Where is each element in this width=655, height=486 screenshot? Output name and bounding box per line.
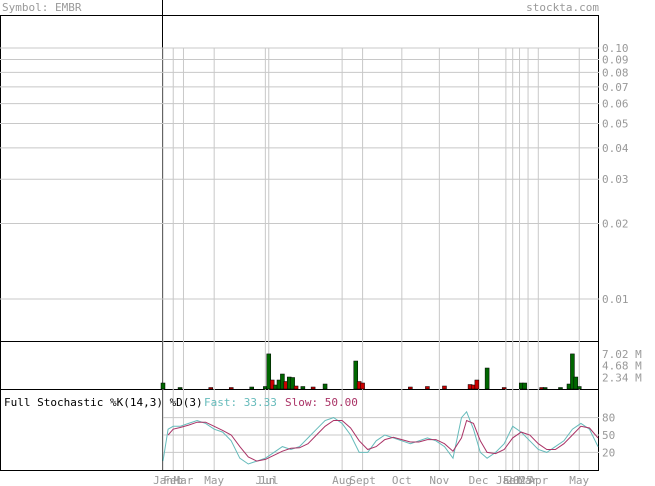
volume-bar <box>300 386 306 390</box>
volume-bar <box>208 387 214 390</box>
volume-axis: 7.02 M4.68 M2.34 M <box>602 348 642 384</box>
volume-bar <box>293 385 299 390</box>
price-tick-label: 0.05 <box>602 118 629 131</box>
volume-bar <box>310 386 316 390</box>
price-tick-label: 0.10 <box>602 42 629 55</box>
grid-lines <box>0 47 599 470</box>
stoch-tick-label: 20 <box>602 446 615 459</box>
price-tick-label: 0.08 <box>602 66 629 79</box>
volume-bar <box>360 382 365 390</box>
stochastic-title: Full Stochastic %K(14,3) %D(3) <box>4 396 203 409</box>
stochastic-fast-label: Fast: 33.33 <box>204 396 277 409</box>
volume-bar <box>160 382 166 390</box>
volume-tick-label: 7.02 M <box>602 348 642 361</box>
x-tick-label: Jun <box>255 474 275 486</box>
stoch-tick-label: 50 <box>602 429 615 442</box>
x-tick-label: Sept <box>349 474 376 486</box>
volume-bar <box>425 386 430 390</box>
volume-bar <box>266 353 272 390</box>
symbol-label: Symbol: EMBR <box>2 1 82 14</box>
x-tick-label: Feb <box>163 474 183 486</box>
price-tick-label: 0.02 <box>602 217 629 230</box>
chart-frame <box>0 15 599 471</box>
x-tick-label: Jan <box>153 474 173 486</box>
volume-bar <box>290 377 295 390</box>
x-tick-label: Dec <box>469 474 489 486</box>
volume-bar <box>408 386 413 390</box>
volume-bar <box>177 387 183 390</box>
x-tick-label: Jan <box>496 474 516 486</box>
volume-tick-label: 4.68 M <box>602 360 642 373</box>
volume-bar <box>576 386 582 390</box>
stochastic-lines <box>162 410 599 465</box>
volume-bar <box>228 387 234 390</box>
volume-bar <box>522 382 527 390</box>
price-tick-label: 0.04 <box>602 142 629 155</box>
x-tick-label: 2025 <box>506 474 533 486</box>
x-tick-label: Jul <box>259 474 279 486</box>
price-axis: 0.100.090.08 0.07 0.06 0.05 0.04 0.03 0.02 0.01 <box>602 42 629 306</box>
x-tick-label: Feb <box>503 474 523 486</box>
volume-bar <box>573 376 579 390</box>
volume-bar <box>269 379 275 390</box>
price-tick-label: 0.01 <box>602 293 629 306</box>
stoch-fast-line <box>162 410 599 465</box>
volume-bar <box>353 360 359 390</box>
price-tick-label: 0.07 <box>602 81 629 94</box>
volume-bar <box>249 386 254 390</box>
stochastic-slow-label: Slow: 50.00 <box>285 396 358 409</box>
volume-bars <box>160 353 582 390</box>
x-tick-label: Mar <box>174 474 194 486</box>
volume-bar <box>442 385 447 390</box>
x-tick-label: Nov <box>429 474 449 486</box>
price-tick-label: 0.03 <box>602 173 629 186</box>
stoch-slow-line <box>167 419 599 462</box>
volume-bar <box>501 387 507 390</box>
x-tick-label: May <box>569 474 589 486</box>
volume-bar <box>484 367 490 390</box>
volume-bar <box>570 353 575 390</box>
price-tick-label: 0.09 <box>602 53 629 66</box>
volume-bar <box>558 387 563 390</box>
volume-bar <box>322 383 328 390</box>
x-tick-label: Aug <box>332 474 352 486</box>
stoch-tick-label: 80 <box>602 412 615 425</box>
stochastic-axis: 80 50 20 <box>602 412 615 460</box>
x-tick-label: Mar <box>518 474 538 486</box>
x-tick-label: Apr <box>528 474 548 486</box>
price-tick-label: 0.06 <box>602 98 629 111</box>
volume-tick-label: 2.34 M <box>602 371 642 384</box>
x-tick-label: Oct <box>392 474 412 486</box>
site-label: stockta.com <box>526 1 599 14</box>
volume-bar <box>542 387 548 390</box>
volume-bar <box>474 379 480 390</box>
x-tick-label: May <box>204 474 224 486</box>
